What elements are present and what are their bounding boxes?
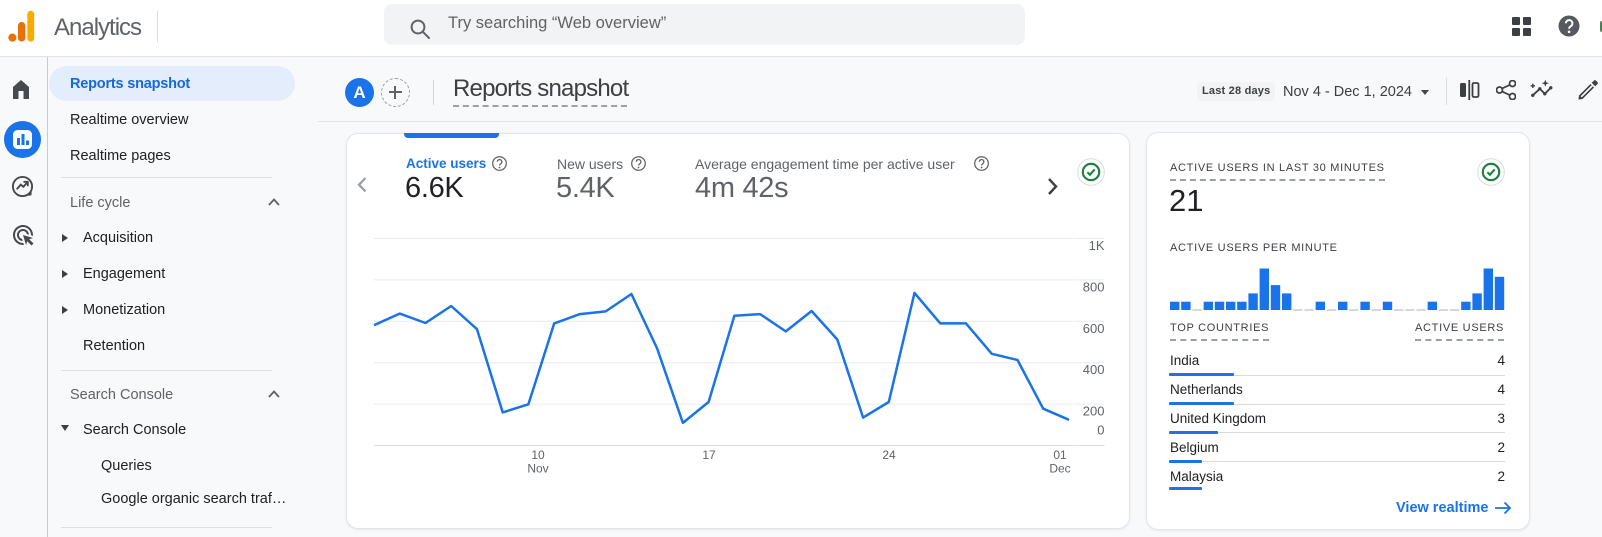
svg-text:400: 400 [1083,362,1105,377]
svg-text:17: 17 [702,448,716,462]
svg-text:1K: 1K [1089,238,1105,253]
svg-text:24: 24 [882,448,896,462]
svg-text:600: 600 [1083,321,1105,336]
svg-text:Dec: Dec [1049,462,1070,476]
svg-text:Nov: Nov [527,462,548,476]
svg-text:200: 200 [1083,404,1105,419]
svg-text:01: 01 [1053,448,1067,462]
svg-text:0: 0 [1097,423,1104,438]
svg-text:10: 10 [531,448,545,462]
svg-text:800: 800 [1083,279,1105,294]
